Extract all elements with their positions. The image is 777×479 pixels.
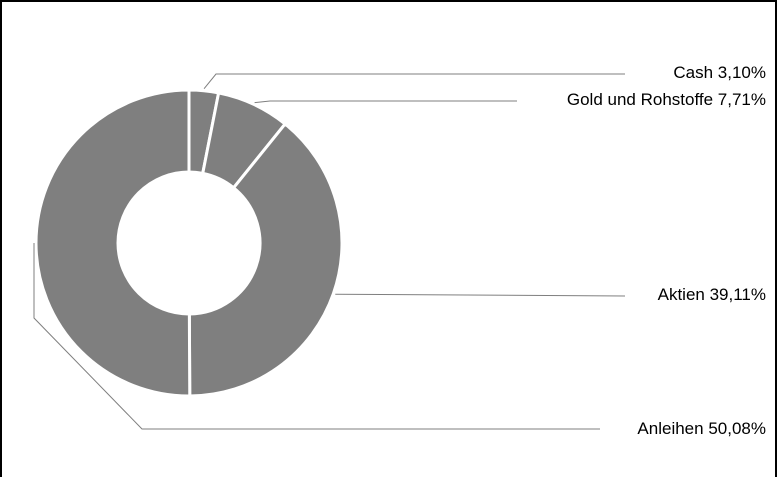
leader-line-gold-und-rohstoffe xyxy=(254,100,517,104)
labels-layer: Cash 3,10% Gold und Rohstoffe 7,71% Akti… xyxy=(567,63,766,438)
leader-lines-layer xyxy=(33,73,626,430)
leader-line-anleihen xyxy=(33,243,600,430)
slice-label-cash: Cash 3,10% xyxy=(673,63,766,82)
leader-line-aktien xyxy=(335,293,626,297)
slices-layer xyxy=(34,88,344,398)
donut-slice-anleihen xyxy=(34,88,192,398)
slice-label-gold-und-rohstoffe: Gold und Rohstoffe 7,71% xyxy=(567,90,766,109)
donut-slice-aktien xyxy=(187,121,344,398)
leader-line-cash xyxy=(203,73,625,90)
slice-label-aktien: Aktien 39,11% xyxy=(658,285,766,304)
slice-label-anleihen: Anleihen 50,08% xyxy=(637,419,766,438)
